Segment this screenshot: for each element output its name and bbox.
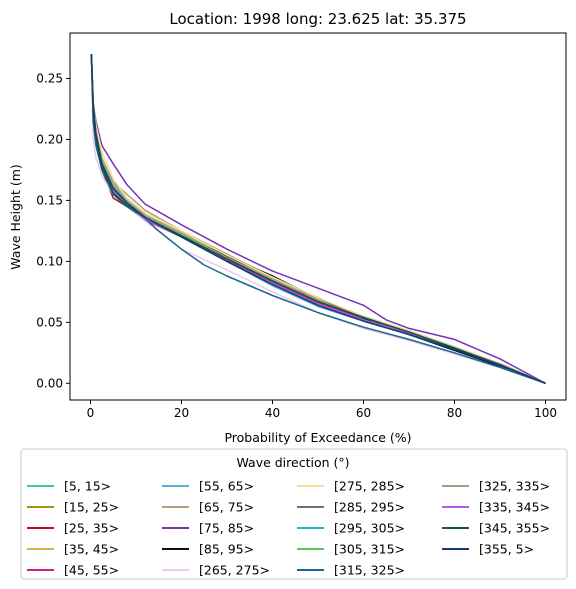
legend-label: [25, 35>: [64, 521, 119, 536]
x-axis-label: Probability of Exceedance (%): [224, 430, 411, 445]
legend-label: [5, 15>: [64, 479, 111, 494]
y-axis-label: Wave Height (m): [8, 164, 23, 270]
series-line-11: [90, 54, 546, 384]
legend-label: [85, 95>: [199, 542, 254, 557]
y-axis: 0.00 0.05 0.10 0.15 0.20 0.25: [36, 71, 70, 390]
y-tick-label: 0.05: [36, 315, 63, 329]
legend-label: [55, 65>: [199, 479, 254, 494]
series-line-19: [90, 54, 546, 384]
legend-label: [45, 55>: [64, 563, 119, 578]
x-tick-label: 40: [265, 406, 280, 420]
x-tick-label: 0: [87, 406, 95, 420]
y-tick-label: 0.00: [36, 376, 63, 390]
y-tick-label: 0.20: [36, 132, 63, 146]
legend-label: [65, 75>: [199, 500, 254, 515]
series-line-15: [90, 54, 546, 385]
legend-frame: [20, 448, 568, 580]
legend: Wave direction (°) [5, 15> [15, 25> [25, 3…: [20, 448, 568, 580]
legend-entries: [5, 15> [15, 25> [25, 35> [35, 45> [45, 55> […: [27, 479, 550, 578]
legend-label: [325, 335>: [479, 479, 550, 494]
plot-area: [90, 54, 546, 385]
legend-label: [15, 25>: [64, 500, 119, 515]
x-tick-label: 80: [447, 406, 462, 420]
y-tick-label: 0.25: [36, 71, 63, 85]
legend-label: [295, 305>: [334, 521, 405, 536]
legend-label: [35, 45>: [64, 542, 119, 557]
series-line-8: [90, 54, 546, 384]
y-tick-label: 0.10: [36, 254, 63, 268]
x-tick-label: 100: [534, 406, 557, 420]
legend-title: Wave direction (°): [236, 455, 349, 470]
legend-label: [315, 325>: [334, 563, 405, 578]
series-line-18: [90, 54, 546, 384]
legend-label: [75, 85>: [199, 521, 254, 536]
x-axis: 0 20 40 60 80 100: [87, 400, 557, 420]
x-tick-label: 60: [356, 406, 371, 420]
legend-label: [355, 5>: [479, 542, 534, 557]
series-line-10: [90, 54, 546, 385]
x-tick-label: 20: [174, 406, 189, 420]
legend-label: [335, 345>: [479, 500, 550, 515]
chart-title: Location: 1998 long: 23.625 lat: 35.375: [169, 10, 466, 28]
legend-label: [305, 315>: [334, 542, 405, 557]
y-tick-label: 0.15: [36, 193, 63, 207]
legend-label: [345, 355>: [479, 521, 550, 536]
series-line-7: [90, 54, 546, 384]
legend-label: [285, 295>: [334, 500, 405, 515]
legend-label: [275, 285>: [334, 479, 405, 494]
legend-label: [265, 275>: [199, 563, 270, 578]
plot-frame: [69, 32, 567, 401]
